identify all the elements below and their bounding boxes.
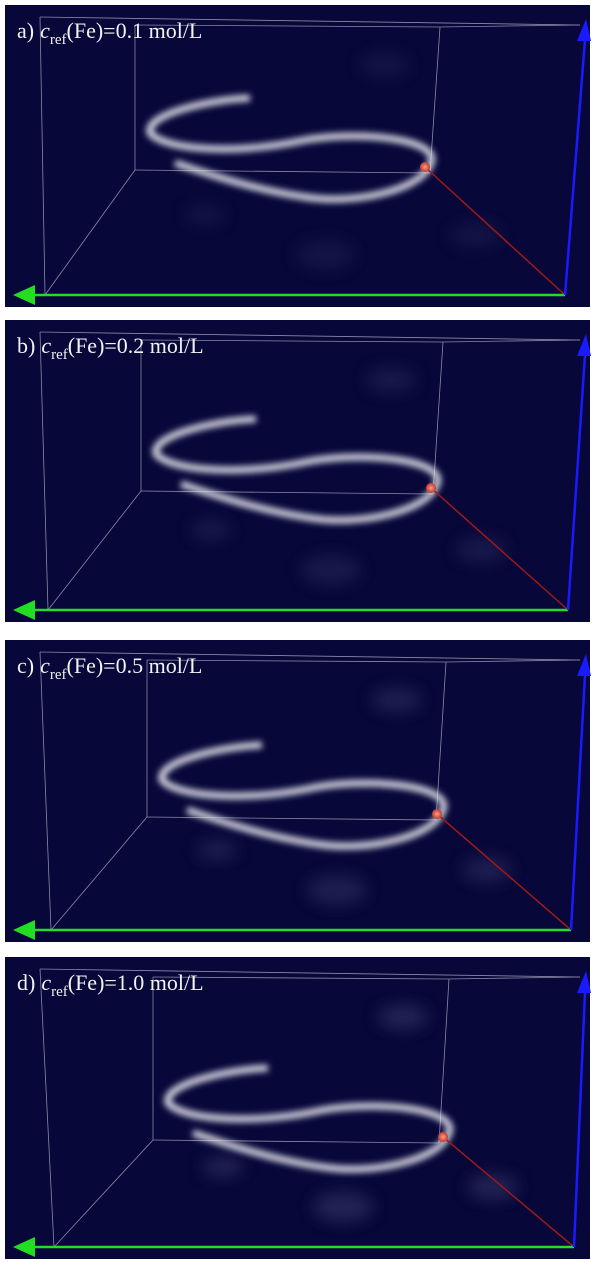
haze: [360, 53, 410, 78]
origin-marker: [420, 162, 430, 172]
label-letter: c): [17, 653, 34, 678]
label-letter: b): [17, 333, 35, 358]
figure: a)cref(Fe)=0.1 mol/Lb)cref(Fe)=0.2 mol/L…: [0, 0, 595, 1262]
label-symbol: c: [41, 970, 51, 995]
haze: [307, 875, 367, 905]
haze: [301, 555, 361, 585]
haze: [295, 240, 355, 270]
origin-marker: [426, 483, 436, 493]
haze: [378, 1005, 428, 1030]
panel-background: [5, 320, 590, 622]
panel: b)cref(Fe)=0.2 mol/L: [5, 320, 591, 622]
haze: [456, 538, 506, 563]
label-rest: (Fe)=1.0 mol/L: [68, 970, 204, 995]
haze: [462, 858, 512, 883]
label-letter: d): [17, 970, 35, 995]
label-symbol: c: [40, 653, 50, 678]
label-subscript: ref: [51, 347, 68, 363]
panel: c)cref(Fe)=0.5 mol/L: [5, 640, 591, 942]
label-rest: (Fe)=0.5 mol/L: [67, 653, 203, 678]
haze: [197, 840, 237, 860]
haze: [450, 223, 500, 248]
haze: [313, 1192, 373, 1222]
label-subscript: ref: [50, 32, 67, 48]
label-rest: (Fe)=0.2 mol/L: [68, 333, 204, 358]
haze: [372, 688, 422, 713]
origin-marker: [438, 1132, 448, 1142]
label-subscript: ref: [51, 984, 68, 1000]
label-rest: (Fe)=0.1 mol/L: [67, 18, 203, 43]
label-symbol: c: [40, 18, 50, 43]
label-letter: a): [17, 18, 34, 43]
page: a)cref(Fe)=0.1 mol/Lb)cref(Fe)=0.2 mol/L…: [0, 0, 595, 1262]
haze: [366, 368, 416, 393]
haze: [185, 205, 225, 225]
panel-background: [5, 957, 590, 1259]
panel-background: [5, 5, 590, 307]
haze: [203, 1157, 243, 1177]
panel: d)cref(Fe)=1.0 mol/L: [5, 957, 591, 1259]
label-subscript: ref: [50, 667, 67, 683]
origin-marker: [432, 809, 442, 819]
panel: a)cref(Fe)=0.1 mol/L: [5, 5, 591, 307]
haze: [191, 520, 231, 540]
label-symbol: c: [41, 333, 51, 358]
